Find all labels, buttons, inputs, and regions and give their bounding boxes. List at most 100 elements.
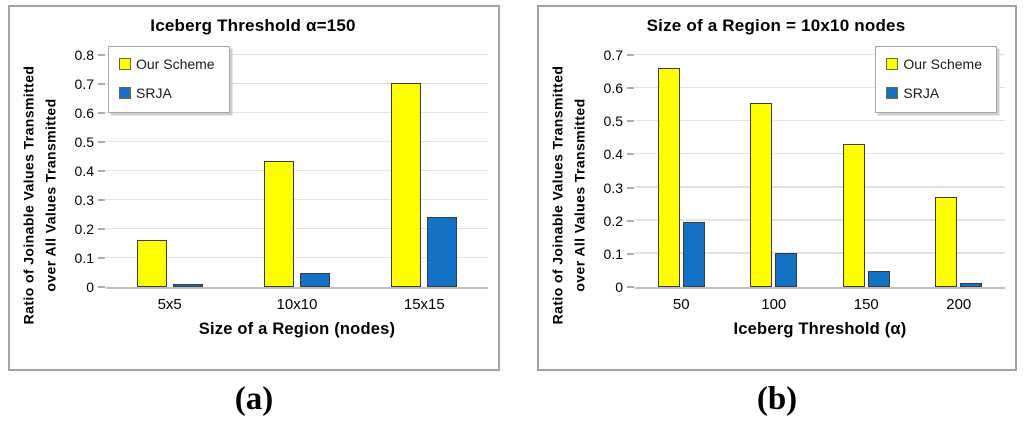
legend-label: SRJA <box>903 85 940 101</box>
gridline <box>635 119 1005 122</box>
caption-row: (a) (b) <box>8 381 1017 418</box>
y-tick-mark <box>98 141 105 143</box>
x-category-label: 15x15 <box>403 295 445 313</box>
plot-row: 0 0.1 0.2 0.3 0.4 0.5 0.6 0.7 0.8 Our Scheme SRJA <box>62 46 488 294</box>
y-tick-mark <box>98 199 105 201</box>
y-tick-label: 0 <box>615 279 623 295</box>
x-axis-spacer <box>62 319 106 339</box>
y-tick-label: 0.4 <box>74 163 94 179</box>
bar-our-scheme-15x15 <box>391 83 422 287</box>
chart-main: 0 0.1 0.2 0.3 0.4 0.5 0.6 0.7 Our Scheme SRJA 50… <box>591 40 1005 369</box>
chart-body: Ratio of Joinable Values Transmitted ove… <box>18 40 488 369</box>
y-tick-label: 0.2 <box>74 221 94 237</box>
y-tick-mark <box>98 112 105 114</box>
y-tick-mark <box>98 257 105 259</box>
y-tick-mark <box>98 286 105 288</box>
bar-group-15x15 <box>361 55 488 287</box>
y-axis-title-line1: Ratio of Joinable Values Transmitted <box>20 65 37 324</box>
gridline <box>106 53 488 55</box>
gridline <box>106 227 488 229</box>
gridline <box>635 152 1005 155</box>
x-axis-title-row: Size of a Region (nodes) <box>62 319 488 339</box>
y-tick-label: 0 <box>86 279 94 295</box>
x-category-label: 200 <box>946 295 972 313</box>
legend-item-srja: SRJA <box>119 85 215 101</box>
legend-swatch-icon <box>886 87 899 99</box>
x-axis-title-row: Iceberg Threshold (α) <box>591 319 1005 339</box>
plot-area: Our Scheme SRJA <box>106 46 488 289</box>
legend-swatch-icon <box>886 58 899 70</box>
y-tick-label: 0.5 <box>74 134 94 150</box>
bar-srja-10x10 <box>299 273 330 287</box>
bar-group-100 <box>728 55 821 287</box>
y-tick-label: 0.3 <box>74 192 94 208</box>
y-tick-label: 0.8 <box>74 47 94 63</box>
y-tick-mark <box>627 186 634 189</box>
y-tick-mark <box>627 219 634 222</box>
legend-item-srja: SRJA <box>886 85 982 101</box>
y-tick-mark <box>98 54 105 56</box>
y-tick-mark <box>627 252 634 255</box>
gridline <box>106 198 488 200</box>
gridline <box>106 256 488 258</box>
plot-row: 0 0.1 0.2 0.3 0.4 0.5 0.6 0.7 Our Scheme SRJA <box>591 46 1005 294</box>
bar-our-scheme-200 <box>935 196 958 287</box>
legend-label: SRJA <box>136 85 172 101</box>
legend-label: Our Scheme <box>903 56 982 72</box>
legend-label: Our Scheme <box>136 56 215 72</box>
y-tick-label: 0.1 <box>74 250 94 266</box>
bar-group-5x5 <box>106 55 233 287</box>
y-tick-label: 0.2 <box>603 212 623 229</box>
y-axis-ticks: 0 0.1 0.2 0.3 0.4 0.5 0.6 0.7 <box>591 48 635 294</box>
legend: Our Scheme SRJA <box>108 46 230 113</box>
bar-our-scheme-10x10 <box>263 161 294 287</box>
y-axis-title-text: Ratio of Joinable Values Transmitted ove… <box>18 65 61 324</box>
bar-srja-50 <box>682 221 705 287</box>
bar-our-scheme-5x5 <box>136 239 167 287</box>
bar-group-200 <box>913 55 1006 287</box>
y-tick-label: 0.1 <box>603 245 623 262</box>
y-axis-title-line2: over All Values Transmitted <box>571 98 587 292</box>
bar-our-scheme-100 <box>750 103 773 287</box>
x-axis-spacer <box>591 319 635 339</box>
bar-srja-200 <box>960 282 983 287</box>
caption-b: (b) <box>756 381 798 417</box>
y-tick-mark <box>98 83 105 85</box>
bar-srja-100 <box>775 252 798 287</box>
x-category-labels: 5x5 10x10 15x15 <box>106 296 488 313</box>
bar-group-50 <box>635 55 728 287</box>
y-tick-mark <box>627 153 634 156</box>
plot-area: Our Scheme SRJA <box>635 46 1005 289</box>
y-axis-title-line2: over All Values Transmitted <box>42 98 58 292</box>
chart-panel-b: Size of a Region = 10x10 nodes Ratio of … <box>537 5 1017 371</box>
caption-a: (a) <box>234 381 274 417</box>
y-axis-title: Ratio of Joinable Values Transmitted ove… <box>547 40 591 369</box>
gridline <box>635 252 1005 254</box>
y-tick-label: 0.4 <box>603 146 623 163</box>
chart-title: Size of a Region = 10x10 nodes <box>646 16 906 35</box>
y-tick-label: 0.5 <box>603 113 623 130</box>
y-tick-mark <box>627 54 634 56</box>
legend: Our Scheme SRJA <box>875 46 997 113</box>
gridline <box>635 219 1005 221</box>
x-category-label: 100 <box>761 295 787 313</box>
y-tick-mark <box>627 87 634 90</box>
gridline <box>106 111 488 113</box>
y-tick-label: 0.6 <box>603 80 623 97</box>
bar-group-10x10 <box>233 55 360 287</box>
bar-groups <box>635 55 1005 287</box>
y-tick-mark <box>98 170 105 172</box>
y-axis-ticks: 0 0.1 0.2 0.3 0.4 0.5 0.6 0.7 0.8 <box>62 48 106 294</box>
x-axis-row: 5x5 10x10 15x15 <box>62 289 488 319</box>
chart-main: 0 0.1 0.2 0.3 0.4 0.5 0.6 0.7 0.8 Our Scheme SRJA… <box>62 40 488 369</box>
y-tick-label: 0.6 <box>74 105 94 121</box>
legend-item-our-scheme: Our Scheme <box>886 56 982 72</box>
chart-title: Iceberg Threshold α=150 <box>150 16 356 35</box>
y-tick-mark <box>627 286 634 288</box>
bar-srja-15x15 <box>427 216 458 287</box>
x-category-labels: 50 100 150 200 <box>635 296 1005 313</box>
x-axis-title: Iceberg Threshold (α) <box>733 320 907 338</box>
x-category-label: 5x5 <box>157 295 182 313</box>
gridline <box>106 140 488 142</box>
